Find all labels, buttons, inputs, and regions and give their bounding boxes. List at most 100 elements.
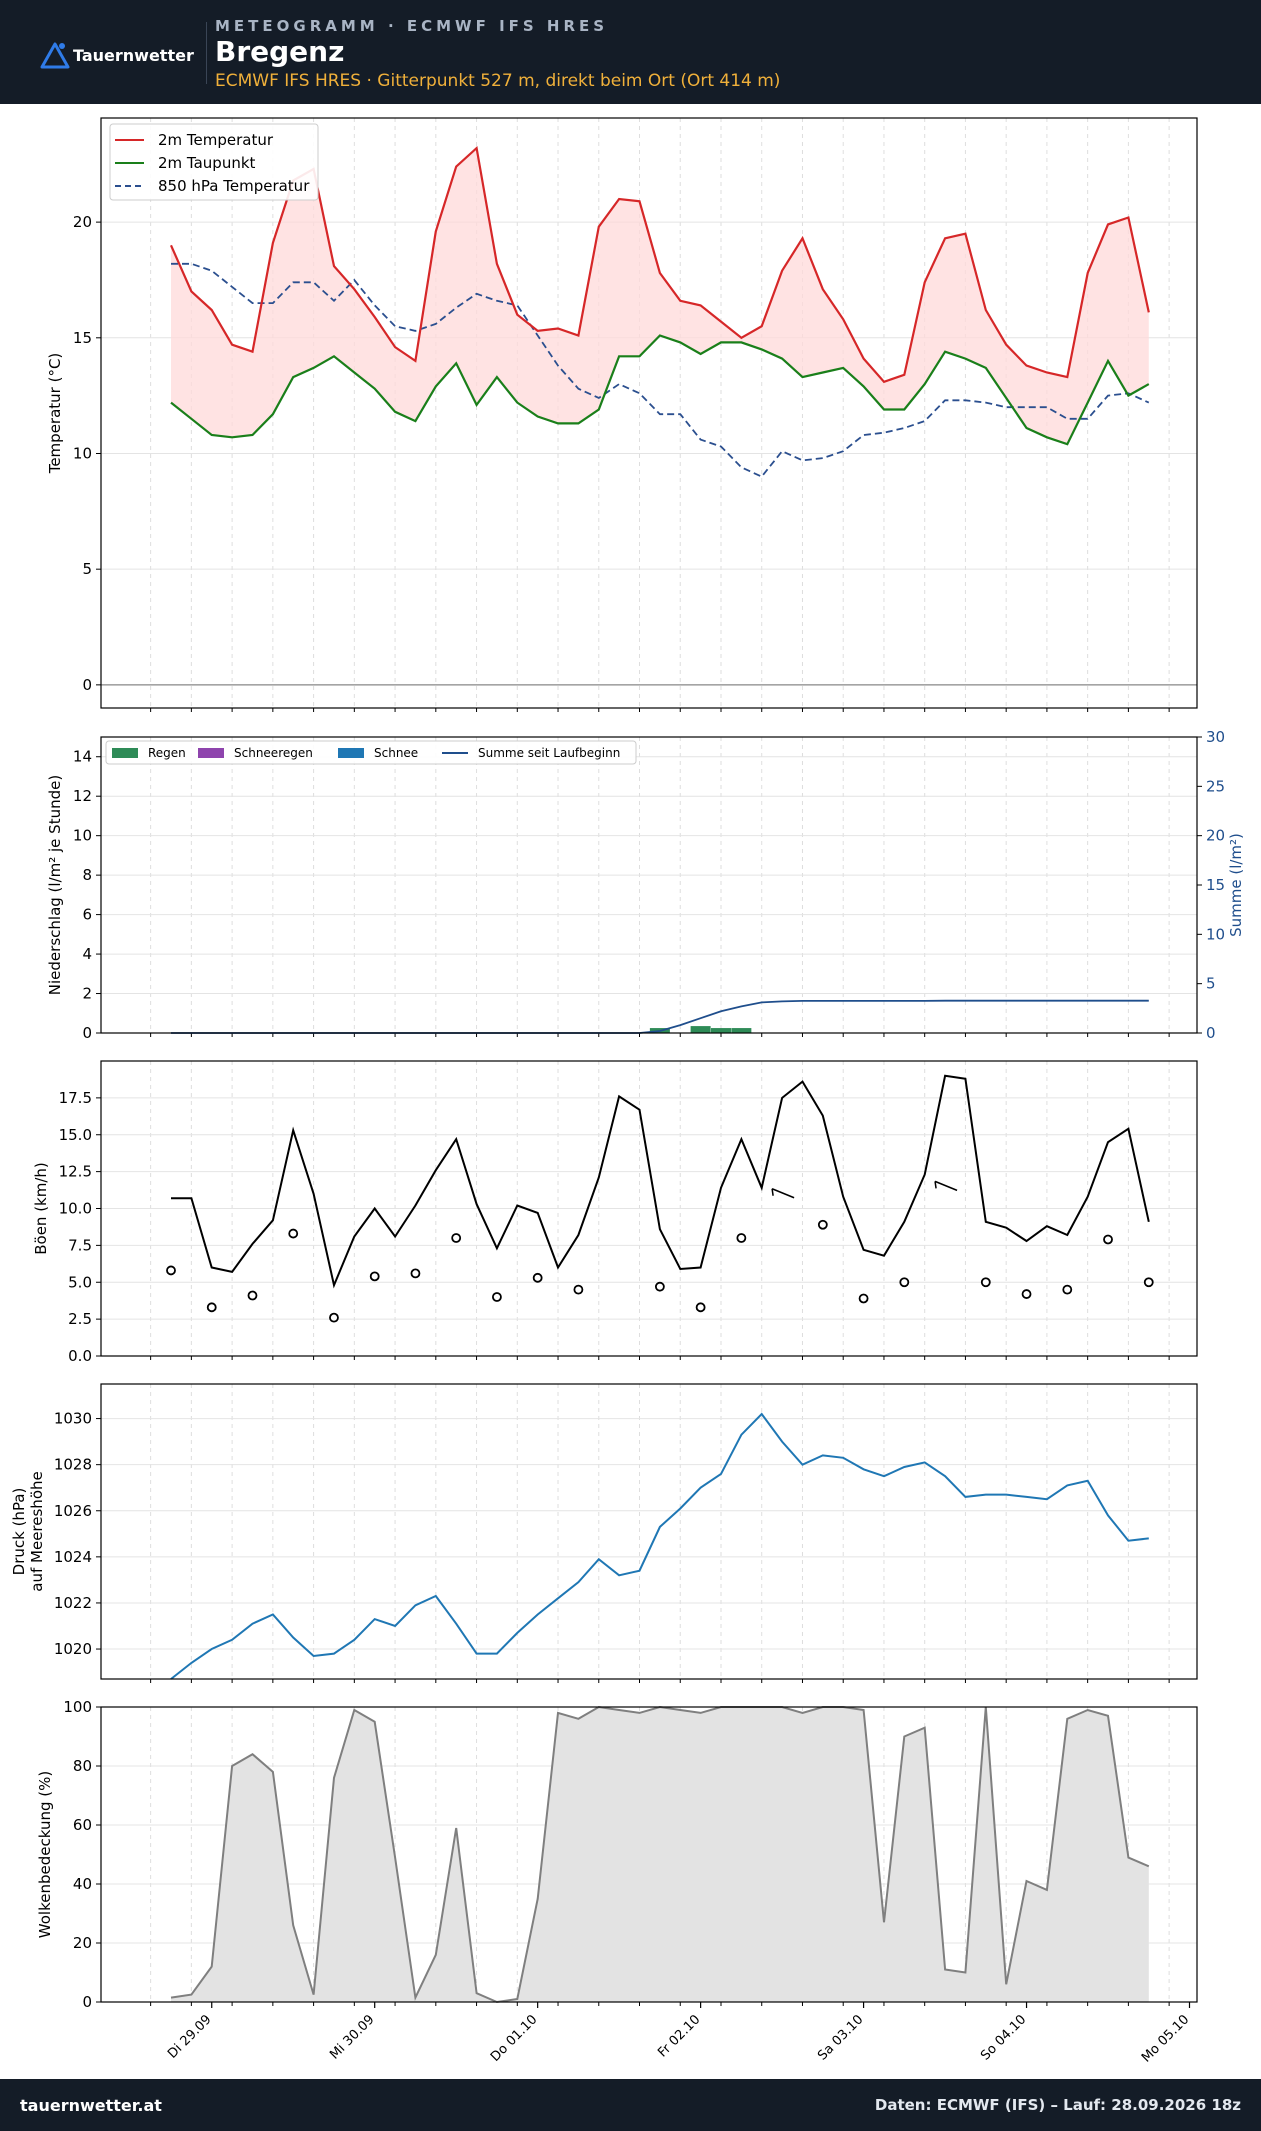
series-dewpoint [170, 334, 1150, 446]
y-tick-label: 5.0 [68, 1273, 92, 1291]
wind-calm-marker [1143, 1277, 1154, 1288]
header-kicker: METEOGRAMM · ECMWF IFS HRES [215, 17, 609, 35]
series-gusts [171, 1074, 1150, 1289]
legend-label: 2m Temperatur [158, 131, 274, 149]
y-tick-label: 4 [82, 945, 92, 963]
y-tick-label: 60 [73, 1816, 92, 1834]
panel-frame [100, 736, 1198, 1034]
footer-source: Daten: ECMWF (IFS) – Lauf: 28.09.2026 18… [874, 2096, 1241, 2114]
wind-calm-marker [1021, 1289, 1032, 1299]
y-tick-label: 1026 [54, 1502, 92, 1520]
x-day-label: So 04.10 [978, 2012, 1029, 2063]
wind-calm-marker [369, 1271, 380, 1282]
clouds-area [171, 1707, 1149, 2002]
y-tick-label: 5 [82, 560, 92, 578]
x-day-label: Mi 30.09 [327, 2012, 377, 2062]
y-tick-label: 20 [73, 213, 92, 231]
wind-barb [771, 1188, 795, 1199]
y-tick-label: 1024 [54, 1548, 92, 1566]
y-tick-label: 8 [82, 866, 92, 884]
y-tick-label: 0.0 [68, 1347, 92, 1365]
y-axis-label-precip: Niederschlag (l/m² je Stunde) [46, 775, 64, 995]
y-tick-label: 10 [73, 827, 92, 845]
y-tick-label: 10 [73, 444, 92, 462]
legend-label: 2m Taupunkt [158, 154, 256, 172]
header-divider [206, 22, 207, 84]
wind-calm-marker [858, 1293, 869, 1304]
y-tick-label: 15 [73, 329, 92, 347]
legend-swatch [338, 748, 364, 758]
wind-calm-marker [492, 1292, 502, 1302]
brand-logo[interactable]: Tauernwetter [40, 40, 194, 70]
header-bar: Tauernwetter METEOGRAMM · ECMWF IFS HRES… [0, 0, 1261, 104]
y2-tick-label: 25 [1206, 777, 1225, 795]
y-tick-label: 10.0 [59, 1200, 92, 1218]
y2-tick-label: 20 [1206, 827, 1225, 845]
footer-bar: tauernwetter.at Daten: ECMWF (IFS) – Lau… [0, 2079, 1261, 2131]
y-tick-label: 12 [73, 787, 92, 805]
y-tick-label: 7.5 [68, 1236, 92, 1254]
y-tick-label: 0 [82, 1993, 92, 2011]
mountain-icon [40, 42, 70, 69]
wind-calm-marker [980, 1277, 991, 1288]
wind-calm-marker [573, 1284, 584, 1295]
x-day-label: Di 29.09 [165, 2012, 214, 2061]
y2-tick-label: 30 [1206, 728, 1225, 746]
temp-dewpoint-fill [171, 148, 1149, 445]
y-tick-label: 1022 [54, 1594, 92, 1612]
panel-frame [100, 117, 1198, 709]
legend-box [105, 740, 637, 765]
y-tick-label: 17.5 [59, 1089, 92, 1107]
precip-bar [710, 1028, 731, 1033]
legend-label: Summe seit Laufbeginn [478, 746, 620, 760]
wind-calm-marker [166, 1265, 176, 1276]
brand-name: Tauernwetter [73, 46, 194, 65]
wind-barb [934, 1180, 958, 1192]
wind-calm-marker [695, 1302, 706, 1313]
legend-swatch [112, 748, 138, 758]
y-tick-label: 2 [82, 985, 92, 1003]
wind-calm-marker [329, 1312, 339, 1323]
wind-calm-marker [1062, 1284, 1073, 1295]
location-title: Bregenz [215, 35, 345, 68]
y-axis-label-pressure: Druck (hPa) [10, 1488, 28, 1576]
wind-calm-marker [451, 1233, 462, 1243]
legend-label: Regen [148, 746, 186, 760]
x-day-label: Do 01.10 [488, 2012, 541, 2065]
legend-label: Schnee [374, 746, 418, 760]
y2-tick-label: 0 [1206, 1024, 1216, 1042]
x-day-label: Fr 02.10 [655, 2012, 703, 2060]
series-temperature [169, 145, 1150, 384]
footer-site[interactable]: tauernwetter.at [20, 2096, 162, 2115]
y2-tick-label: 5 [1206, 975, 1216, 993]
legend-box [109, 123, 319, 201]
y-tick-label: 1030 [54, 1410, 92, 1428]
panel-frame [100, 1706, 1198, 2003]
wind-calm-marker [1103, 1234, 1113, 1245]
y-tick-label: 0 [82, 676, 92, 694]
y-tick-label: 14 [73, 748, 92, 766]
y-axis-label-gusts: Böen (km/h) [32, 1162, 50, 1255]
x-day-label: Sa 03.10 [815, 2012, 866, 2063]
panel-frame [100, 1060, 1198, 1357]
series-pressure [170, 1412, 1149, 1680]
y-tick-label: 2.5 [68, 1310, 92, 1328]
y-tick-label: 0 [82, 1024, 92, 1042]
y-tick-label: 12.5 [59, 1163, 92, 1181]
legend-swatch [198, 748, 224, 758]
model-subtitle: ECMWF IFS HRES · Gitterpunkt 527 m, dire… [215, 71, 781, 91]
x-day-label: Mo 05.10 [1139, 2012, 1192, 2065]
wind-calm-marker [899, 1277, 910, 1288]
y-tick-label: 1028 [54, 1456, 92, 1474]
wind-calm-marker [247, 1290, 258, 1301]
y-tick-label: 1020 [54, 1640, 92, 1658]
y-axis-label-pressure-sub: auf Meereshöhe [28, 1471, 46, 1591]
precip-bar [690, 1026, 711, 1033]
wind-calm-marker [532, 1272, 543, 1283]
wind-calm-marker [288, 1228, 299, 1239]
y2-tick-label: 15 [1206, 876, 1225, 894]
y-tick-label: 80 [73, 1757, 92, 1775]
panel-frame [100, 1383, 1198, 1680]
y-tick-label: 40 [73, 1875, 92, 1893]
